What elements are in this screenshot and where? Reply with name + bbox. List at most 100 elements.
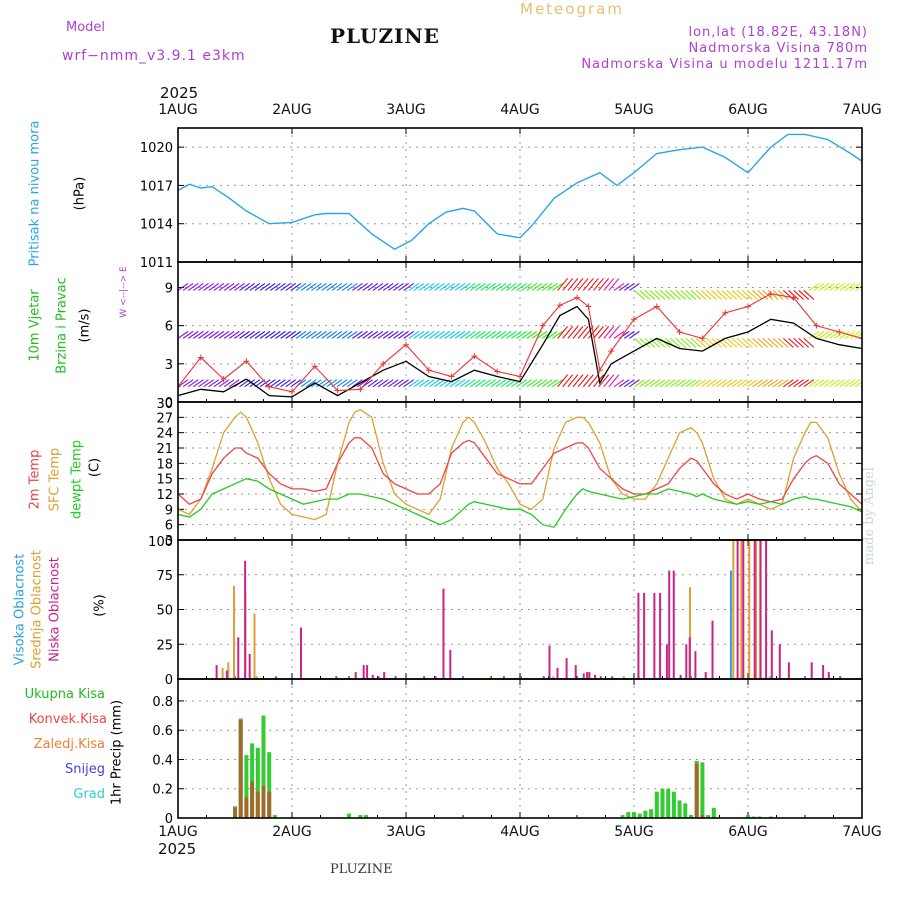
wind-barb [367, 379, 379, 388]
wind-barb [839, 330, 851, 339]
wind-barb [577, 374, 589, 388]
wind-barb [747, 379, 758, 388]
wind-barb [321, 330, 332, 339]
wind-barb [803, 337, 815, 348]
gust-marker [722, 309, 729, 316]
wind-barb [716, 379, 727, 388]
panel-frame-2 [177, 401, 863, 541]
precip-total-bar [364, 815, 369, 818]
wind-barb [388, 330, 399, 339]
wind-barb [485, 283, 497, 291]
wind-barb [824, 283, 835, 291]
wind-barb [685, 337, 697, 348]
wind-barb [711, 379, 722, 388]
wind-barb [393, 330, 404, 339]
wind-barb [511, 283, 522, 291]
y-tick-label: 25 [156, 638, 173, 653]
wind-barb [218, 283, 230, 291]
wind-barb [403, 379, 415, 388]
page-title: PLUZINE [330, 24, 440, 48]
precip-total-bar [666, 788, 671, 818]
wind-barb [346, 379, 358, 388]
wind-barb [464, 330, 476, 339]
wind-barb [439, 283, 450, 291]
gust-marker [220, 376, 227, 383]
wind-barb [839, 283, 851, 291]
wind-barb [577, 326, 589, 339]
wind-barb [818, 379, 830, 388]
wind-barb [808, 330, 820, 339]
wind-barb [198, 379, 209, 388]
wind-barb [362, 330, 373, 339]
wind-barb [531, 379, 543, 388]
wind-barb [716, 290, 728, 300]
wind-barb [562, 278, 574, 291]
wind-barb [208, 283, 220, 291]
wind-barb [649, 337, 661, 348]
precip-total-bar [671, 791, 676, 818]
wind-barb [808, 379, 820, 388]
gust-marker [197, 354, 204, 361]
wind-barb [572, 278, 584, 291]
wind-barb [500, 283, 512, 291]
wind-barb [582, 374, 594, 388]
wind-barb [326, 283, 338, 291]
y-tick-label: 9 [165, 281, 173, 296]
wind-barb [536, 283, 548, 291]
wind-barb [434, 330, 445, 339]
precip-total-bar [250, 743, 255, 818]
y-tick-label: 0 [165, 812, 173, 827]
wind-barb [429, 283, 440, 291]
year-bottom: 2025 [158, 840, 197, 858]
wind-barb [793, 290, 804, 300]
dewpt-line [178, 478, 862, 528]
wind-barb [193, 330, 204, 339]
wind-barb [618, 283, 630, 291]
wind-barb [567, 374, 579, 388]
wind-barb [808, 283, 820, 291]
wind-barb [813, 283, 825, 291]
precip-total-bar [706, 815, 711, 818]
precip-total-bar [746, 815, 750, 818]
wind-barb [444, 330, 456, 339]
precip-total-bar [620, 815, 625, 818]
precip-total-bar [683, 803, 688, 818]
wind-barb [413, 283, 425, 291]
wind-barb [198, 330, 209, 339]
wind-barb [854, 381, 862, 388]
y-tick-label: 1020 [140, 141, 173, 156]
y-tick-label: 1017 [140, 179, 173, 194]
wind-barb [485, 330, 497, 339]
wind-barb [654, 337, 666, 348]
precip-total-bar [711, 807, 716, 818]
wind-barb [459, 283, 471, 291]
panel-grid-3: 0 25 50 75 100 [148, 535, 863, 688]
wind-barb [475, 379, 486, 388]
wind-barb [567, 278, 579, 291]
wind-barb [464, 283, 476, 291]
wind-barb [526, 330, 538, 339]
wind-barb [382, 330, 394, 339]
wind-barb [270, 379, 281, 388]
wind-barb [178, 379, 189, 388]
gust-marker [311, 363, 318, 370]
wind-barb [803, 379, 815, 388]
wind-barb [382, 283, 394, 291]
wind-barb [326, 379, 338, 388]
wind-barb [208, 379, 220, 388]
wind-barb [280, 283, 291, 291]
y-tick-label: 15 [156, 473, 173, 488]
wind-barb [305, 379, 317, 388]
wind-barb [459, 330, 471, 339]
wind-barb [659, 290, 671, 300]
wind-barb [516, 379, 527, 388]
wind-barb [213, 330, 225, 339]
altitude-label: Nadmorska Visina 780m [688, 41, 868, 56]
precip-total-bar [272, 815, 277, 818]
precip-conv-bar [244, 797, 249, 818]
y-tick-label: 12 [156, 488, 173, 503]
precip-total-bar [677, 800, 682, 818]
wind-barb [685, 379, 697, 388]
y-tick-label: 0 [165, 673, 173, 688]
wind-barb [854, 284, 862, 291]
